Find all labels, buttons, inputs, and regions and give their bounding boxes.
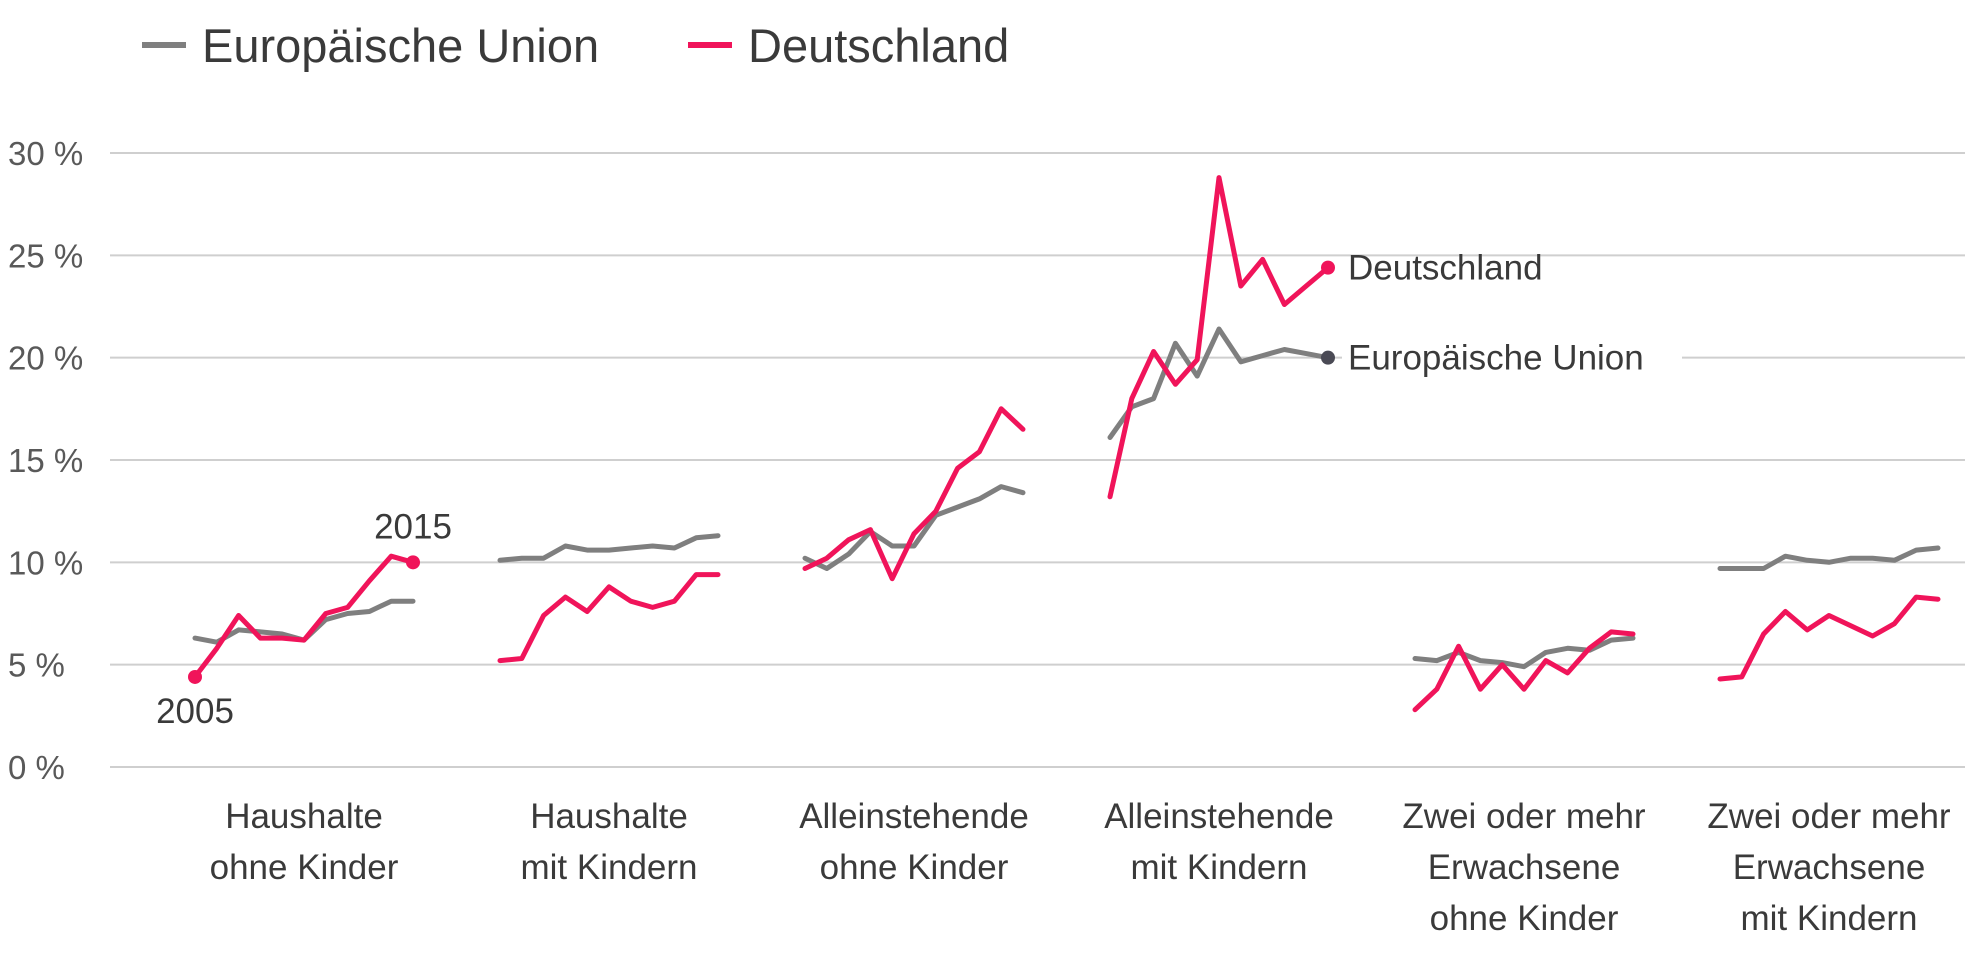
- legend: Europäische Union Deutschland: [142, 19, 1009, 72]
- series-line-de: [1107, 175, 1331, 500]
- legend-label-de: Deutschland: [748, 19, 1009, 72]
- y-axis-tick-labels: 0 % 5 % 10 % 15 % 20 % 25 % 30 %: [8, 135, 83, 786]
- category-label-line: mit Kindern: [1130, 848, 1307, 887]
- category-label-line: Erwachsene: [1733, 848, 1926, 887]
- category-label-line: ohne Kinder: [820, 848, 1009, 887]
- series-line-de: [1717, 594, 1941, 682]
- series-line-eu: [1107, 326, 1331, 440]
- y-tick-label: 15 %: [8, 442, 83, 479]
- start-year-marker: [188, 669, 202, 684]
- series-line-de: [497, 572, 721, 664]
- category-label-line: mit Kindern: [1740, 899, 1917, 938]
- category-label-line: Zwei oder mehr: [1402, 797, 1645, 836]
- end-label-eu: Europäische Union: [1348, 339, 1644, 378]
- annotations: 2005 2015 Deutschland Europäische Union: [156, 249, 1682, 731]
- category-label-line: Erwachsene: [1428, 848, 1621, 887]
- end-year-marker: [406, 555, 420, 570]
- gridlines: [110, 152, 1965, 768]
- end-label-eu-background: [1342, 331, 1682, 380]
- series-line-de: [192, 553, 416, 680]
- y-tick-label: 20 %: [8, 340, 83, 377]
- series-line-eu: [1717, 545, 1941, 571]
- x-axis-category-labels: Haushalte ohne Kinder Haushalte mit Kindern…: [210, 797, 1951, 938]
- category-label-line: Haushalte: [530, 797, 688, 836]
- series-line-eu: [497, 533, 721, 563]
- end-year-label: 2015: [374, 507, 452, 546]
- end-marker-de: [1321, 260, 1335, 275]
- category-label-line: mit Kindern: [520, 848, 697, 887]
- y-tick-label: 25 %: [8, 237, 83, 274]
- end-marker-eu: [1321, 350, 1335, 365]
- end-label-de: Deutschland: [1348, 249, 1543, 288]
- y-tick-label: 0 %: [8, 749, 65, 786]
- start-year-label: 2005: [156, 692, 234, 731]
- category-label-line: Haushalte: [225, 797, 383, 836]
- category-label-line: Alleinstehende: [1104, 797, 1334, 836]
- series-line-de: [1412, 629, 1636, 713]
- legend-label-eu: Europäische Union: [202, 19, 599, 72]
- category-label-line: Alleinstehende: [799, 797, 1029, 836]
- series-line-eu: [802, 484, 1026, 571]
- y-tick-label: 30 %: [8, 135, 83, 172]
- y-tick-label: 5 %: [8, 647, 65, 684]
- category-label-line: ohne Kinder: [210, 848, 399, 887]
- category-label-line: Zwei oder mehr: [1707, 797, 1950, 836]
- y-tick-label: 10 %: [8, 544, 83, 581]
- category-label-line: ohne Kinder: [1430, 899, 1619, 938]
- series-lines: [192, 175, 1941, 713]
- series-line-de: [802, 406, 1026, 582]
